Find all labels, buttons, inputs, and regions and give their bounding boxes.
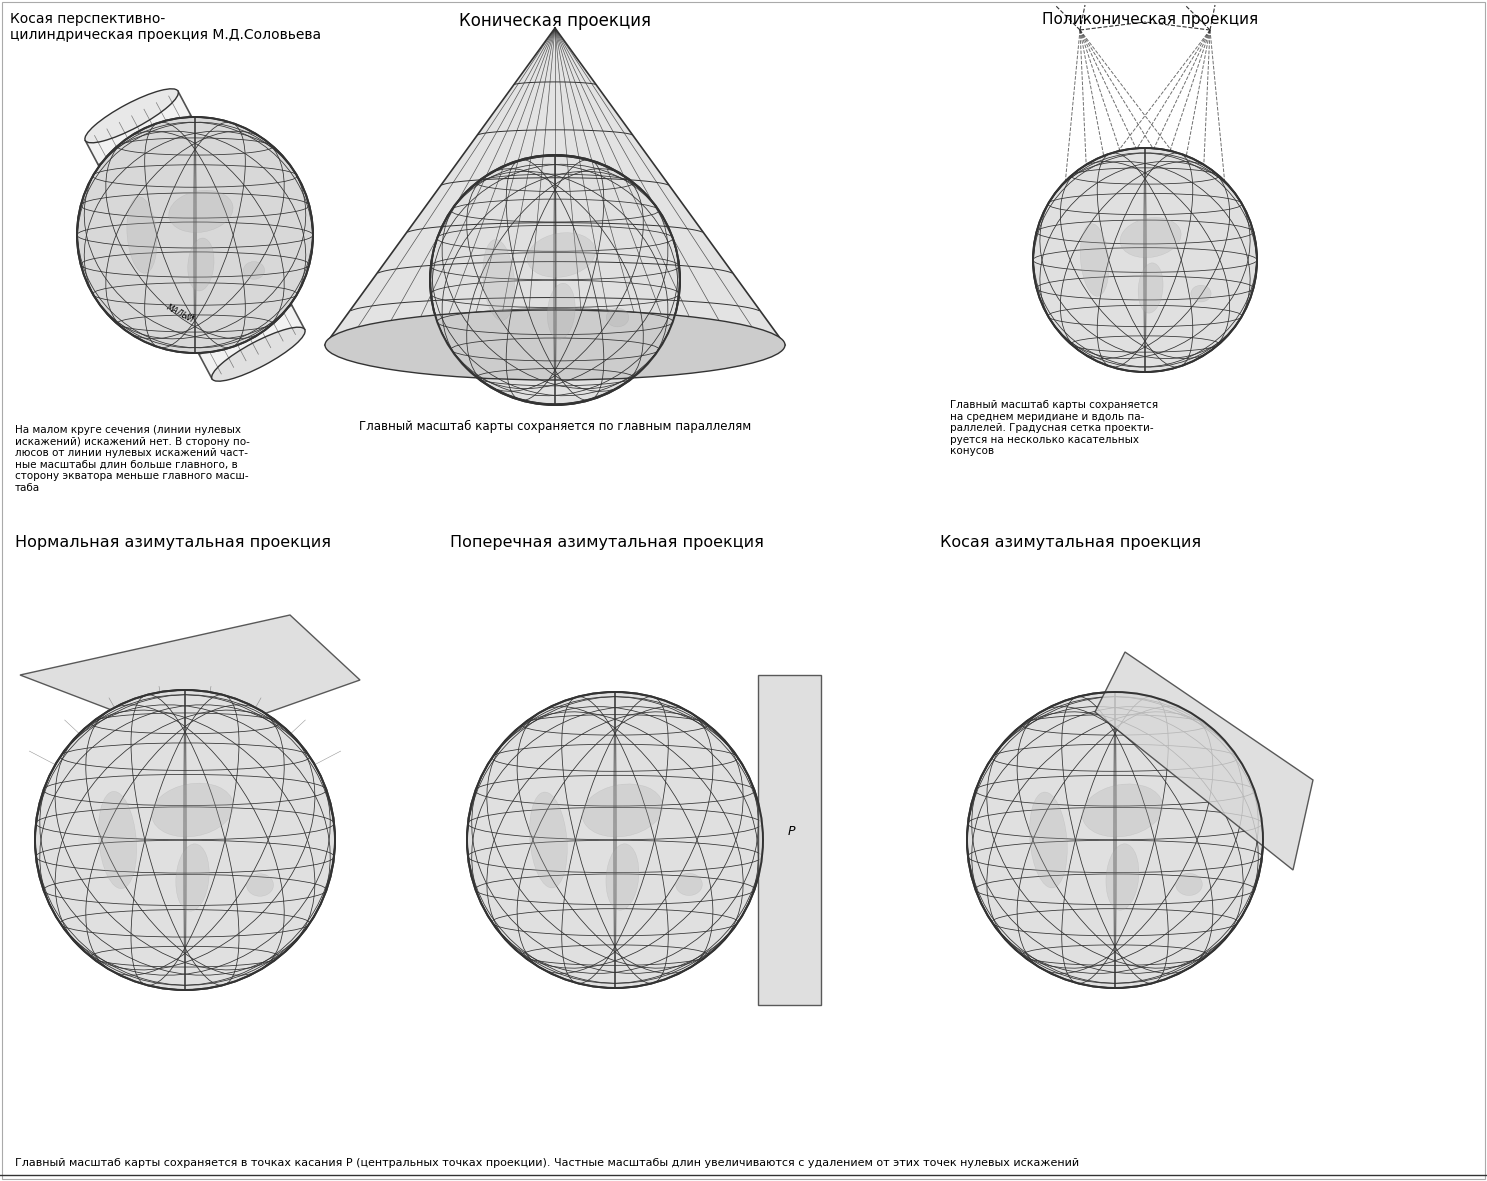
Ellipse shape xyxy=(675,873,702,895)
Ellipse shape xyxy=(1106,843,1139,911)
Text: Косая азимутальная проекция: Косая азимутальная проекция xyxy=(940,535,1201,550)
Text: На малом круге сечения (линии нулевых
искажений) искажений нет. В сторону по-
лю: На малом круге сечения (линии нулевых ис… xyxy=(15,425,250,492)
Ellipse shape xyxy=(85,89,178,143)
Ellipse shape xyxy=(211,327,305,381)
Text: Поперечная азимутальная проекция: Поперечная азимутальная проекция xyxy=(451,535,764,550)
Ellipse shape xyxy=(1029,792,1068,888)
Ellipse shape xyxy=(605,843,639,911)
Ellipse shape xyxy=(547,283,575,339)
Text: Нормальная азимутальная проекция: Нормальная азимутальная проекция xyxy=(15,535,332,550)
Text: P: P xyxy=(788,826,796,839)
Circle shape xyxy=(36,690,335,990)
Text: Главный масштаб карты сохраняется по главным параллелям: Главный масштаб карты сохраняется по гла… xyxy=(358,420,751,433)
Circle shape xyxy=(77,117,312,353)
Text: Поликоническая проекция: Поликоническая проекция xyxy=(1042,12,1258,27)
Ellipse shape xyxy=(528,233,595,278)
Polygon shape xyxy=(758,676,821,1005)
Text: Коническая проекция: Коническая проекция xyxy=(459,12,651,30)
Ellipse shape xyxy=(98,791,137,888)
Ellipse shape xyxy=(581,784,663,837)
Ellipse shape xyxy=(126,197,158,273)
Text: Главный масштаб карты сохраняется в точках касания Р (центральных точках проекци: Главный масштаб карты сохраняется в точк… xyxy=(15,1159,1080,1168)
Polygon shape xyxy=(19,615,360,740)
Ellipse shape xyxy=(168,190,233,233)
Ellipse shape xyxy=(1080,223,1109,296)
Ellipse shape xyxy=(1191,285,1210,302)
Ellipse shape xyxy=(175,844,210,912)
Ellipse shape xyxy=(247,874,274,896)
Circle shape xyxy=(1033,148,1257,372)
Ellipse shape xyxy=(187,239,214,291)
Ellipse shape xyxy=(1083,784,1163,837)
Polygon shape xyxy=(329,28,782,339)
Ellipse shape xyxy=(529,792,568,888)
Ellipse shape xyxy=(483,240,515,320)
Ellipse shape xyxy=(152,783,233,837)
Ellipse shape xyxy=(1176,873,1203,895)
Polygon shape xyxy=(85,91,305,379)
Circle shape xyxy=(430,155,680,405)
Ellipse shape xyxy=(244,261,265,279)
Ellipse shape xyxy=(1120,217,1181,257)
Text: МАЛЫЙ: МАЛЫЙ xyxy=(165,304,195,325)
Circle shape xyxy=(967,692,1262,988)
Text: Косая перспективно-
цилиндрическая проекция М.Д.Соловьева: Косая перспективно- цилиндрическая проек… xyxy=(10,12,321,43)
Polygon shape xyxy=(1094,652,1313,870)
Ellipse shape xyxy=(1138,263,1163,313)
Circle shape xyxy=(467,692,763,988)
Text: Главный масштаб карты сохраняется
на среднем меридиане и вдоль па-
раллелей. Гра: Главный масштаб карты сохраняется на сре… xyxy=(950,400,1158,456)
Ellipse shape xyxy=(326,309,785,380)
Ellipse shape xyxy=(607,308,629,327)
